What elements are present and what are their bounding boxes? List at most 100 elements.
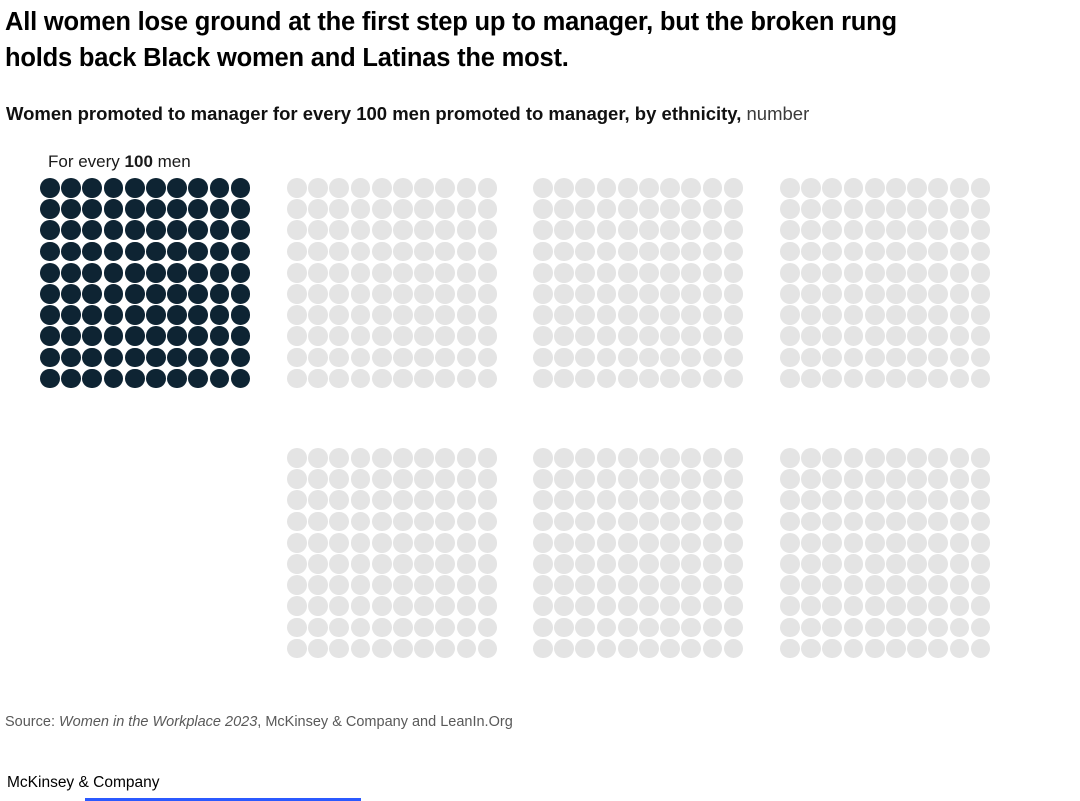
empty-dot [702,241,723,262]
empty-dot [287,220,307,241]
empty-dot [287,511,307,532]
empty-dot [885,347,906,368]
empty-dot [801,178,821,198]
empty-dot [533,241,553,262]
filled-dot [103,199,124,219]
mckinsey-logo: McKinsey & Company [7,774,160,791]
empty-dot [681,368,702,389]
filled-dot [145,178,166,198]
empty-dot [638,241,659,262]
empty-dot [456,511,477,532]
empty-dot [801,241,821,262]
empty-dot [801,511,821,532]
filled-dot [167,368,187,389]
empty-dot [350,347,371,368]
empty-dot [617,553,638,574]
empty-dot [638,326,659,347]
empty-dot [723,326,744,347]
empty-dot [970,575,991,595]
empty-dot [885,368,906,389]
empty-dot [822,596,843,617]
empty-dot [864,347,885,368]
empty-dot [596,617,617,638]
empty-dot [843,638,864,659]
filled-dot [230,241,251,262]
empty-dot [554,305,574,325]
empty-dot [928,241,949,262]
filled-dot [103,305,124,325]
empty-dot [723,553,744,574]
empty-dot [780,596,800,617]
empty-dot [843,575,864,595]
empty-dot [681,532,702,553]
empty-dot [970,448,991,468]
empty-dot [308,596,328,617]
filled-dot [145,368,166,389]
empty-dot [575,241,596,262]
empty-dot [435,448,456,468]
empty-dot [392,199,413,219]
empty-dot [456,532,477,553]
filled-dot [40,283,60,304]
empty-dot [435,326,456,347]
empty-dot [308,448,328,468]
video-progress-bar[interactable] [85,798,361,801]
reference-label: For every 100 men [48,151,191,172]
filled-dot [124,368,145,389]
empty-dot [928,511,949,532]
empty-dot [801,368,821,389]
empty-dot [638,596,659,617]
empty-dot [456,199,477,219]
empty-dot [822,575,843,595]
source-suffix: , McKinsey & Company and LeanIn.Org [257,714,513,730]
empty-dot [864,448,885,468]
waffle-grid-placeholder-1 [287,178,498,389]
empty-dot [308,199,328,219]
empty-dot [885,283,906,304]
filled-dot [188,199,209,219]
empty-dot [949,448,970,468]
empty-dot [822,553,843,574]
empty-dot [660,368,680,389]
empty-dot [596,490,617,511]
empty-dot [801,553,821,574]
empty-dot [780,220,800,241]
empty-dot [702,368,723,389]
empty-dot [371,469,392,489]
empty-dot [371,553,392,574]
empty-dot [477,220,498,241]
empty-dot [885,553,906,574]
filled-dot [124,326,145,347]
filled-dot [145,262,166,283]
empty-dot [596,596,617,617]
empty-dot [801,347,821,368]
filled-dot [61,326,81,347]
empty-dot [329,553,350,574]
empty-dot [350,305,371,325]
empty-dot [970,178,991,198]
empty-dot [287,199,307,219]
empty-dot [596,448,617,468]
empty-dot [801,617,821,638]
empty-dot [477,326,498,347]
empty-dot [864,490,885,511]
filled-dot [230,199,251,219]
empty-dot [638,617,659,638]
filled-dot [230,262,251,283]
empty-dot [928,575,949,595]
filled-dot [61,220,81,241]
empty-dot [596,638,617,659]
empty-dot [843,262,864,283]
empty-dot [596,553,617,574]
filled-dot [230,368,251,389]
empty-dot [575,596,596,617]
empty-dot [660,575,680,595]
empty-dot [477,448,498,468]
empty-dot [801,305,821,325]
empty-dot [780,511,800,532]
empty-dot [435,511,456,532]
empty-dot [596,178,617,198]
empty-dot [371,596,392,617]
empty-dot [864,532,885,553]
empty-dot [414,553,434,574]
